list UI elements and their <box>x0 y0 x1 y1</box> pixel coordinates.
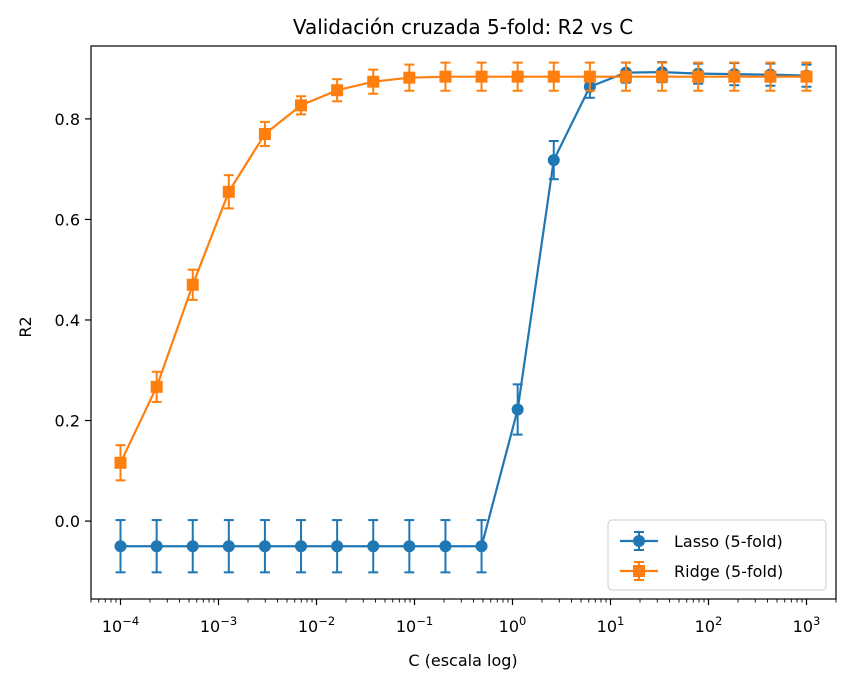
y-axis-label: R2 <box>16 316 35 337</box>
data-point <box>403 71 416 84</box>
data-point <box>367 75 380 88</box>
x-tick-label: 102 <box>695 614 723 636</box>
data-point <box>728 70 741 83</box>
data-point <box>114 540 127 553</box>
data-point <box>583 70 596 83</box>
data-point <box>656 70 669 83</box>
data-point <box>150 540 163 553</box>
data-point <box>403 540 416 553</box>
plot-area: 0.0 0.2 0.4 0.6 0.8 10−4 10−3 10−2 10−1 100 101 102… <box>55 45 837 636</box>
data-point <box>475 70 488 83</box>
data-point <box>547 154 560 167</box>
y-tick-label: 0.8 <box>55 110 80 129</box>
data-point <box>258 127 271 140</box>
x-tick-label: 103 <box>793 614 821 636</box>
data-point <box>367 540 380 553</box>
data-point <box>475 540 488 553</box>
legend-box <box>607 519 827 591</box>
data-point <box>692 70 705 83</box>
data-point <box>764 70 777 83</box>
data-point <box>511 403 524 416</box>
data-point <box>439 540 452 553</box>
legend: Lasso (5-fold) Ridge (5-fold) <box>607 519 827 591</box>
data-point <box>331 84 344 97</box>
data-point <box>186 540 199 553</box>
x-tick-label: 10−1 <box>396 614 433 636</box>
data-point <box>114 456 127 469</box>
data-point <box>295 99 308 112</box>
data-point <box>295 540 308 553</box>
series-line <box>119 75 807 464</box>
data-point <box>222 540 235 553</box>
x-tick-label: 10−4 <box>102 614 139 636</box>
data-point <box>439 70 452 83</box>
x-tick-label: 10−2 <box>298 614 335 636</box>
data-point <box>547 70 560 83</box>
data-point <box>258 540 271 553</box>
data-point <box>619 70 632 83</box>
series-ridge <box>114 61 813 482</box>
data-point <box>186 278 199 291</box>
legend-label: Ridge (5-fold) <box>674 562 783 581</box>
data-point <box>331 540 344 553</box>
legend-item: Ridge (5-fold) <box>620 561 783 581</box>
legend-marker <box>633 565 645 577</box>
y-tick-label: 0.2 <box>55 412 80 431</box>
data-point <box>222 185 235 198</box>
x-axis-label: C (escala log) <box>408 651 517 670</box>
y-tick-label: 0.6 <box>55 210 80 229</box>
series-line <box>120 71 807 548</box>
legend-marker <box>633 535 645 547</box>
data-point <box>511 70 524 83</box>
y-tick-label: 0.0 <box>55 512 80 531</box>
legend-label: Lasso (5-fold) <box>674 532 783 551</box>
data-point <box>150 380 163 393</box>
y-tick-label: 0.4 <box>55 311 80 330</box>
x-tick-label: 101 <box>597 614 625 636</box>
x-tick-label: 100 <box>499 614 527 636</box>
plot-frame <box>90 45 837 600</box>
data-point <box>800 70 813 83</box>
x-tick-label: 10−3 <box>200 614 237 636</box>
legend-item: Lasso (5-fold) <box>620 531 783 551</box>
chart-title: Validación cruzada 5-fold: R2 vs C <box>293 15 633 39</box>
